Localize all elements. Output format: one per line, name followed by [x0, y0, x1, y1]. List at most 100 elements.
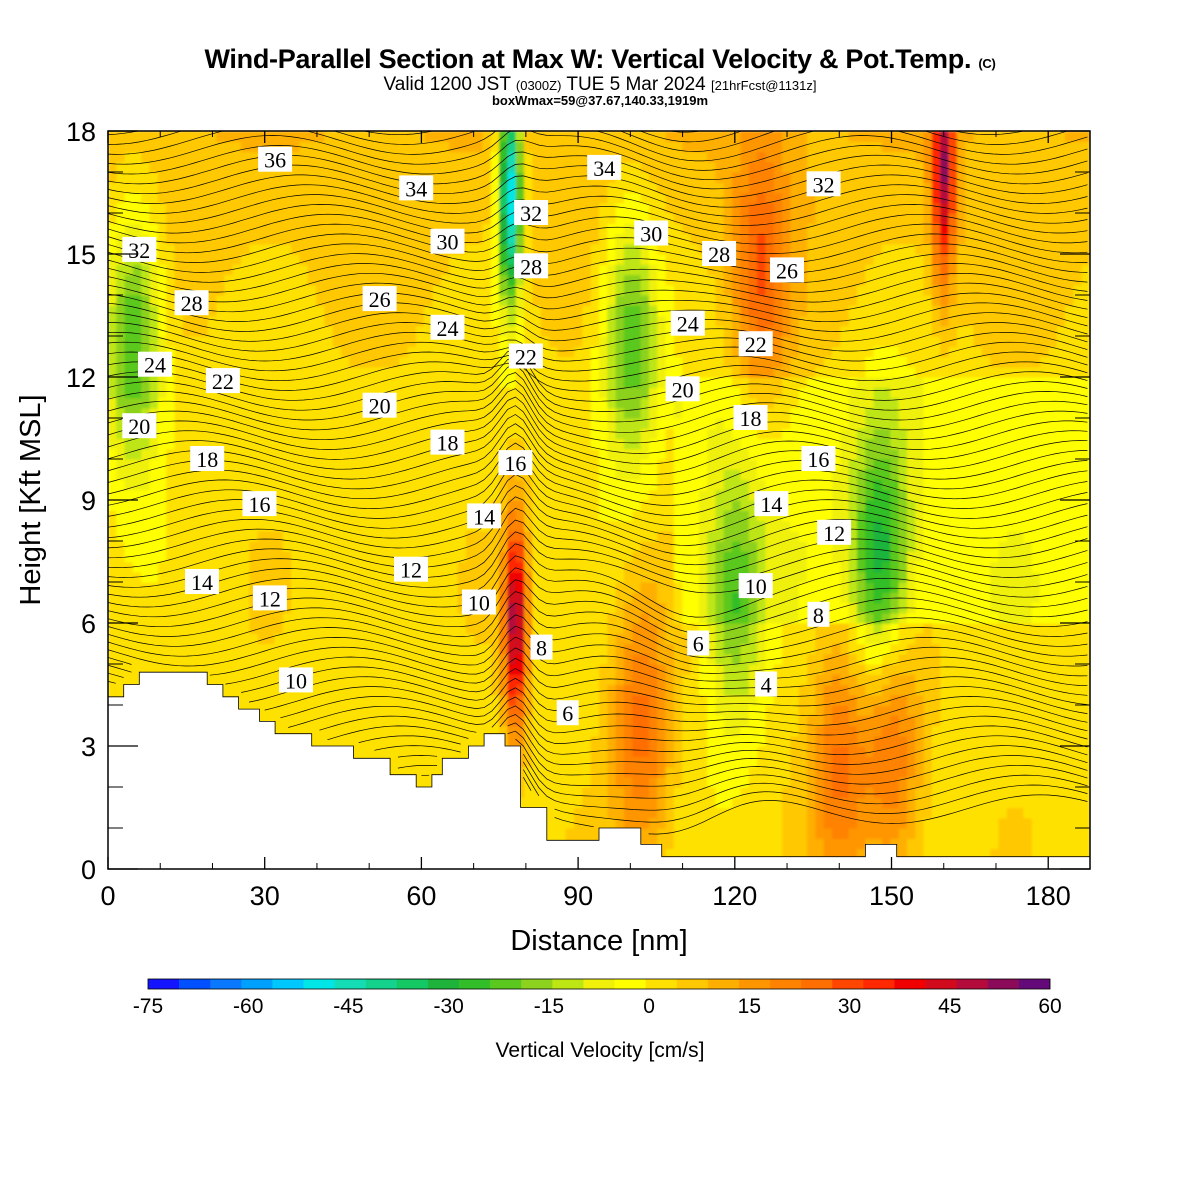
field-cell: [390, 141, 400, 153]
field-cell: [607, 715, 617, 727]
field-cell: [640, 756, 650, 768]
field-cell: [332, 674, 342, 686]
field-cell: [207, 284, 217, 296]
field-cell: [316, 274, 325, 286]
field-cell: [157, 561, 167, 573]
field-cell: [657, 315, 667, 327]
field-cell: [390, 510, 400, 522]
field-cell: [182, 274, 192, 286]
field-cell: [565, 817, 575, 829]
field-cell: [374, 582, 384, 593]
field-cell: [249, 694, 259, 706]
field-cell: [332, 705, 342, 716]
field-cell: [632, 479, 642, 491]
field-cell: [507, 510, 517, 522]
field-cell: [357, 284, 367, 296]
field-cell: [157, 407, 167, 419]
field-cell: [432, 254, 442, 265]
field-cell: [266, 397, 276, 409]
field-cell: [590, 254, 600, 265]
field-cell: [657, 787, 667, 798]
field-cell: [316, 664, 325, 675]
field-cell: [241, 182, 251, 194]
field-cell: [232, 182, 242, 194]
field-cell: [490, 182, 500, 194]
field-cell: [249, 643, 259, 655]
field-cell: [182, 633, 192, 645]
field-cell: [116, 582, 126, 593]
field-cell: [299, 243, 309, 255]
field-cell: [108, 295, 117, 306]
field-cell: [316, 428, 325, 440]
field-cell: [449, 715, 459, 727]
field-cell: [599, 192, 608, 204]
field-cell: [149, 643, 159, 655]
field-cell: [116, 684, 126, 696]
field-cell: [507, 643, 517, 655]
field-cell: [640, 315, 650, 327]
field-cell: [166, 448, 176, 460]
field-cell: [632, 817, 642, 829]
field-cell: [316, 653, 325, 665]
field-cell: [349, 182, 359, 194]
field-cell: [540, 715, 550, 727]
field-cell: [149, 264, 159, 276]
field-cell: [191, 223, 201, 235]
valid-utc: (0300Z): [515, 78, 562, 93]
field-cell: [249, 438, 259, 450]
field-cell: [257, 387, 267, 399]
field-cell: [632, 674, 642, 686]
field-cell: [307, 223, 317, 235]
field-cell: [207, 623, 217, 634]
field-cell: [549, 407, 558, 419]
field-cell: [357, 192, 367, 204]
field-cell: [424, 612, 434, 624]
field-cell: [465, 141, 475, 153]
field-cell: [390, 243, 400, 255]
field-cell: [124, 295, 134, 306]
field-cell: [232, 612, 242, 624]
field-cell: [324, 479, 334, 491]
field-cell: [582, 172, 592, 183]
field-cell: [257, 377, 267, 388]
field-cell: [357, 489, 367, 501]
field-cell: [590, 131, 600, 142]
field-cell: [465, 233, 475, 245]
field-cell: [524, 520, 534, 532]
field-cell: [524, 633, 534, 645]
field-cell: [216, 346, 226, 358]
field-cell: [432, 161, 442, 173]
field-cell: [207, 397, 217, 409]
field-cell: [390, 602, 400, 614]
field-cell: [532, 571, 542, 583]
field-cell: [182, 397, 192, 409]
field-cell: [432, 530, 442, 542]
field-cell: [282, 643, 292, 655]
field-cell: [474, 254, 484, 265]
field-cell: [623, 746, 633, 757]
field-cell: [557, 141, 567, 153]
field-cell: [249, 674, 259, 686]
field-cell: [590, 336, 600, 347]
field-cell: [648, 756, 658, 768]
field-cell: [665, 438, 675, 450]
field-cell: [482, 141, 492, 153]
field-cell: [382, 530, 392, 542]
field-cell: [257, 684, 267, 696]
field-cell: [449, 254, 459, 265]
field-cell: [424, 520, 434, 532]
field-cell: [332, 305, 342, 317]
field-cell: [549, 684, 558, 696]
field-cell: [665, 776, 675, 788]
field-cell: [582, 776, 592, 788]
field-cell: [607, 561, 617, 573]
field-cell: [357, 295, 367, 306]
field-cell: [574, 428, 583, 440]
field-cell: [357, 746, 367, 757]
field-cell: [648, 500, 658, 511]
field-cell: [623, 797, 633, 809]
field-cell: [682, 735, 692, 747]
field-cell: [665, 551, 675, 563]
field-cell: [432, 715, 442, 727]
field-cell: [332, 520, 342, 532]
